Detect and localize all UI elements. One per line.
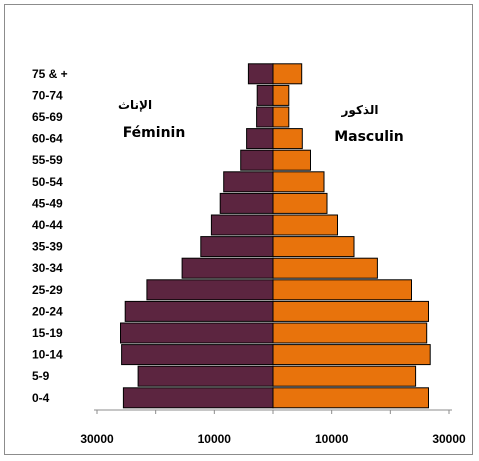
- category-label: 55-59: [32, 153, 63, 167]
- legend-male-arabic: الذكور: [341, 103, 379, 118]
- x-tick-label: 10000: [198, 432, 232, 446]
- bar-female-0-4: [122, 387, 274, 409]
- category-label: 0-4: [32, 391, 50, 405]
- legend: الإناث Féminin الذكور Masculin: [118, 98, 404, 145]
- bar-female-45-49: [219, 192, 274, 214]
- category-label: 60-64: [32, 132, 63, 146]
- bar-female-10-14: [121, 344, 274, 366]
- x-axis: 30000 10000 10000 30000: [80, 409, 466, 446]
- category-label: 35-39: [32, 240, 63, 254]
- bar-male-45-49: [272, 192, 328, 214]
- bar-male-25-29: [272, 279, 412, 301]
- legend-female-arabic: الإناث: [118, 98, 152, 112]
- bar-female-5-9: [137, 365, 274, 387]
- category-label: 10-14: [32, 348, 63, 362]
- category-label: 65-69: [32, 110, 63, 124]
- category-label: 15-19: [32, 326, 63, 340]
- bar-male-70-74: [272, 84, 290, 106]
- bar-female-25-29: [146, 279, 274, 301]
- bar-male-50-54: [272, 171, 325, 193]
- bar-male-40-44: [272, 214, 338, 236]
- category-label: 50-54: [32, 175, 63, 189]
- bar-female-35-39: [200, 236, 274, 258]
- bar-male-20-24: [272, 300, 429, 322]
- category-label: 30-34: [32, 261, 63, 275]
- bar-male-10-14: [272, 344, 431, 366]
- category-label: 40-44: [32, 218, 63, 232]
- bar-female-60-64: [246, 128, 274, 150]
- category-labels: 0-4 5-9 10-14 15-19 20-24 25-29 30-34 35-39 40-4…: [32, 67, 68, 405]
- bar-female-15-19: [120, 322, 274, 344]
- bar-female-70-74: [256, 84, 274, 106]
- bar-female-50-54: [223, 171, 274, 193]
- category-label: 70-74: [32, 88, 63, 102]
- legend-male-label: Masculin: [334, 129, 404, 145]
- bar-male-30-34: [272, 257, 378, 279]
- chart-frame: 0-4 5-9 10-14 15-19 20-24 25-29 30-34 35-39 40-4…: [4, 4, 473, 455]
- x-tick-label: 10000: [315, 432, 349, 446]
- population-pyramid-chart: 0-4 5-9 10-14 15-19 20-24 25-29 30-34 35-39 40-4…: [32, 63, 466, 446]
- bars-layer: [120, 63, 431, 409]
- category-label: 45-49: [32, 196, 63, 210]
- bar-female-30-34: [181, 257, 274, 279]
- bar-male-55-59: [272, 149, 311, 171]
- bar-male-35-39: [272, 236, 355, 258]
- bar-female-40-44: [210, 214, 274, 236]
- bar-male-15-19: [272, 322, 428, 344]
- bar-female-75-: [247, 63, 274, 85]
- bar-male-60-64: [272, 128, 303, 150]
- category-label: 75 & +: [32, 67, 68, 81]
- bar-male-65-69: [272, 106, 290, 128]
- category-label: 20-24: [32, 304, 63, 318]
- bar-male-0-4: [272, 387, 429, 409]
- x-tick-label: 30000: [80, 432, 114, 446]
- x-tick-label: 30000: [432, 432, 466, 446]
- category-label: 5-9: [32, 369, 50, 383]
- bar-female-20-24: [124, 300, 274, 322]
- bar-male-5-9: [272, 365, 417, 387]
- legend-female-label: Féminin: [123, 125, 186, 141]
- bar-male-75-: [272, 63, 303, 85]
- category-label: 25-29: [32, 283, 63, 297]
- bar-female-55-59: [240, 149, 274, 171]
- bar-female-65-69: [256, 106, 274, 128]
